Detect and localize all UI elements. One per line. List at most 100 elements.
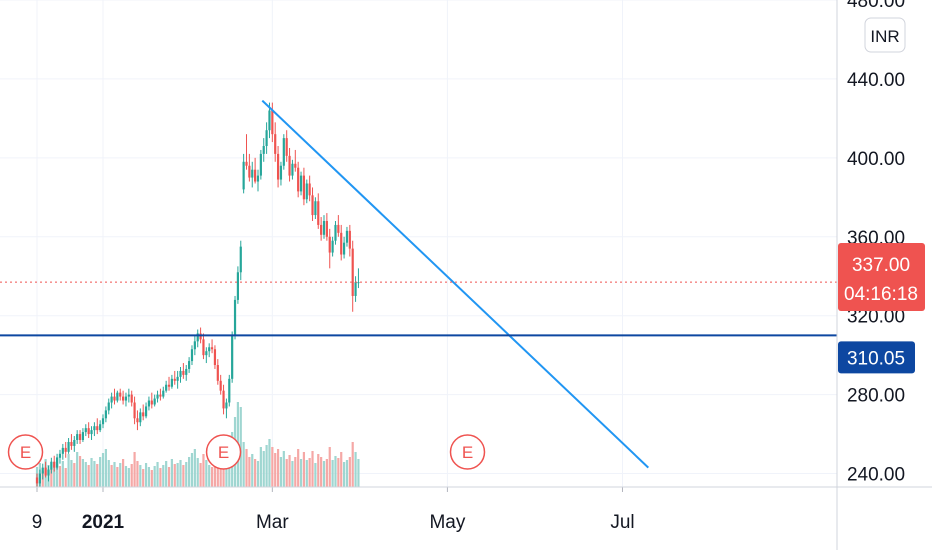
candle-body xyxy=(133,402,136,419)
candle-body xyxy=(199,333,202,340)
candle-body xyxy=(302,175,306,200)
candle-body xyxy=(76,434,79,440)
volume-bar xyxy=(176,463,179,487)
volume-bar xyxy=(299,459,303,487)
y-tick-label: 400.00 xyxy=(847,149,905,170)
earnings-marker[interactable]: E xyxy=(205,434,242,470)
volume-bar xyxy=(196,458,199,487)
volume-bar xyxy=(119,463,122,487)
candle-body xyxy=(202,339,205,356)
candle-body xyxy=(228,378,231,403)
price-labels: 337.00 04:16:18 310.05 xyxy=(838,243,925,374)
candle-body xyxy=(357,282,360,284)
volume-bar xyxy=(190,453,194,487)
candle-body xyxy=(107,402,110,411)
earnings-marker[interactable]: E xyxy=(7,434,44,470)
volume-bar xyxy=(325,459,328,487)
candle-body xyxy=(196,333,199,342)
volume-bar xyxy=(291,461,294,487)
volume-bar xyxy=(202,454,205,487)
volume-bar xyxy=(314,463,317,487)
volume-bar xyxy=(81,459,85,487)
candle-body xyxy=(165,384,168,391)
candle-body xyxy=(256,175,260,182)
volume-bar xyxy=(320,457,323,487)
volume-bar xyxy=(96,464,99,487)
candle-body xyxy=(254,169,257,182)
candle-body xyxy=(317,201,320,225)
volume-bar xyxy=(219,459,222,487)
volume-bar xyxy=(282,451,285,487)
volume-bar xyxy=(239,407,242,487)
volume-bar xyxy=(122,459,125,487)
candle-body xyxy=(136,418,139,423)
volume-bar xyxy=(340,452,343,487)
volume-bar xyxy=(205,460,208,487)
y-tick-label: 280.00 xyxy=(847,386,905,407)
candle-body xyxy=(251,169,254,178)
candle-body xyxy=(70,441,73,446)
volume-bar xyxy=(144,463,148,487)
y-tick-label: 440.00 xyxy=(847,70,905,91)
candle-body xyxy=(208,347,211,352)
candle-body xyxy=(328,236,331,253)
volume-bar xyxy=(87,465,90,487)
candle-body xyxy=(182,370,185,375)
candle-body xyxy=(308,183,311,196)
volume-bar xyxy=(150,470,153,487)
volume-bar xyxy=(156,462,159,487)
candle-body xyxy=(297,167,300,192)
candle-body xyxy=(61,447,64,454)
volume-bar xyxy=(67,454,70,487)
candle-body xyxy=(242,161,245,190)
x-tick-label: 9 xyxy=(32,512,43,533)
volume-bar xyxy=(262,451,265,487)
volume-bar xyxy=(297,449,300,487)
candle-body xyxy=(96,426,99,431)
candle-body xyxy=(119,392,122,397)
candle-body xyxy=(190,349,194,362)
volume-bar xyxy=(254,459,257,487)
candle-body xyxy=(325,220,328,237)
chart-drawings[interactable] xyxy=(0,99,837,469)
volume-bar xyxy=(153,466,156,487)
horizontal-line-label-box xyxy=(838,341,915,374)
volume-bar xyxy=(147,467,151,487)
candle-body xyxy=(236,272,239,300)
candle-body xyxy=(81,432,85,440)
volume-bar xyxy=(93,461,96,487)
candle-body xyxy=(58,453,62,458)
y-tick-label: 240.00 xyxy=(847,465,905,486)
candle-body xyxy=(122,396,125,401)
volume-bar xyxy=(64,468,67,487)
volume-bar xyxy=(259,447,262,487)
volume-bar xyxy=(101,453,105,487)
horizontal-line-label: 310.05 xyxy=(838,341,915,374)
candle-body xyxy=(210,347,214,350)
volume-bar xyxy=(317,454,320,487)
volume-bar xyxy=(78,456,82,487)
x-tick-label: Mar xyxy=(256,512,289,533)
currency-button[interactable]: INR xyxy=(864,17,906,53)
volume-bar xyxy=(354,452,357,487)
candle-body xyxy=(50,461,53,470)
candle-body xyxy=(84,428,87,433)
candle-body xyxy=(291,163,294,176)
candle-body xyxy=(156,394,159,399)
candle-body xyxy=(342,242,346,255)
volume-bar xyxy=(139,465,142,487)
candle-body xyxy=(99,424,102,431)
candle-body xyxy=(159,394,162,397)
candle-body xyxy=(179,370,182,377)
trendline xyxy=(261,99,649,469)
earnings-marker[interactable]: E xyxy=(449,434,486,470)
candle-body xyxy=(231,335,234,379)
candle-body xyxy=(47,469,50,476)
candle-body xyxy=(299,175,303,192)
volume-bar xyxy=(104,449,107,487)
volume-bar xyxy=(188,457,191,487)
volume-bar xyxy=(328,447,331,487)
candle-body xyxy=(162,390,165,397)
